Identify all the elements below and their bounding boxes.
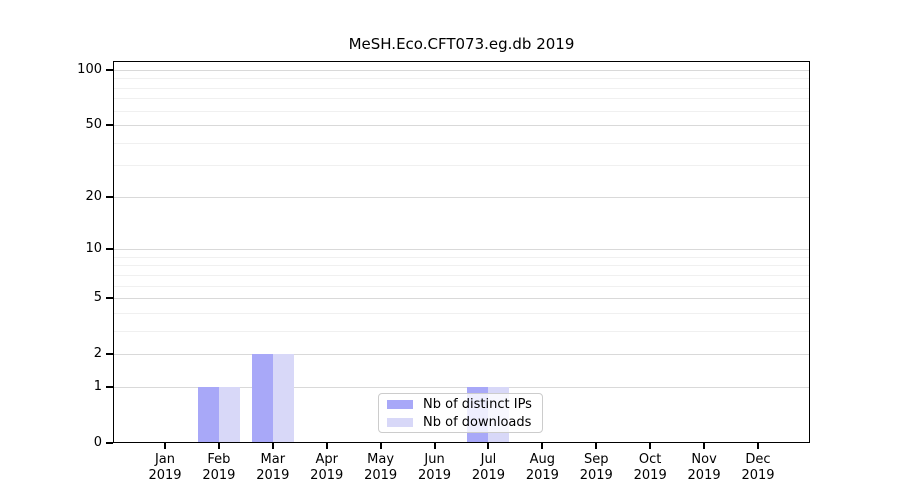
chart-title: MeSH.Eco.CFT073.eg.db 2019 xyxy=(348,35,575,53)
x-tick-month-may: May xyxy=(367,452,395,467)
y-tick-mark-5 xyxy=(106,297,113,300)
x-tick-month-apr: Apr xyxy=(315,452,338,467)
x-tick-month-jan: Jan xyxy=(154,452,176,467)
x-tick-month-jul: Jul xyxy=(480,452,497,467)
y-gridline-minor-6 xyxy=(113,285,810,287)
x-tick-year-sep: 2019 xyxy=(579,468,613,483)
y-tick-label-2: 2 xyxy=(93,346,102,362)
legend-label-distinct-ips: Nb of distinct IPs xyxy=(423,396,532,412)
x-tick-month-aug: Aug xyxy=(529,452,556,467)
bar-feb-nb-of-distinct-ips xyxy=(197,386,219,443)
y-gridline-10 xyxy=(113,249,810,251)
y-tick-mark-2 xyxy=(106,353,113,356)
x-tick-mark-may xyxy=(379,443,382,449)
x-tick-mark-nov xyxy=(703,443,706,449)
x-tick-label-dec: Dec 2019 xyxy=(726,452,790,484)
x-tick-month-jun: Jun xyxy=(424,452,445,467)
x-tick-label-jul: Jul 2019 xyxy=(456,452,520,484)
x-tick-year-jul: 2019 xyxy=(471,468,505,483)
x-tick-label-aug: Aug 2019 xyxy=(510,452,574,484)
y-tick-mark-10 xyxy=(106,248,113,251)
x-tick-mark-jul xyxy=(487,443,490,449)
y-gridline-1 xyxy=(113,386,810,388)
x-tick-month-nov: Nov xyxy=(691,452,717,467)
y-gridline-minor-70 xyxy=(113,98,810,100)
y-gridline-50 xyxy=(113,125,810,127)
x-tick-year-mar: 2019 xyxy=(256,468,290,483)
legend-swatch-downloads xyxy=(387,417,413,427)
x-tick-month-oct: Oct xyxy=(638,452,662,467)
y-gridline-minor-40 xyxy=(113,142,810,144)
y-tick-label-10: 10 xyxy=(85,241,102,257)
y-gridline-minor-80 xyxy=(113,87,810,89)
y-gridline-5 xyxy=(113,298,810,300)
y-tick-mark-100 xyxy=(106,69,113,71)
x-tick-mark-jan xyxy=(164,443,166,449)
x-tick-year-oct: 2019 xyxy=(633,468,667,483)
x-tick-year-nov: 2019 xyxy=(687,468,721,483)
x-tick-year-aug: 2019 xyxy=(525,468,559,483)
x-tick-label-sep: Sep 2019 xyxy=(564,452,628,484)
y-gridline-minor-9 xyxy=(113,256,810,258)
x-tick-mark-aug xyxy=(541,443,544,449)
x-tick-label-mar: Mar 2019 xyxy=(241,452,305,484)
y-gridline-minor-3 xyxy=(113,330,810,332)
x-tick-label-jun: Jun 2019 xyxy=(403,452,467,484)
y-gridline-minor-60 xyxy=(113,110,810,112)
plot-area xyxy=(113,61,810,443)
y-tick-label-50: 50 xyxy=(85,117,102,133)
x-tick-year-jan: 2019 xyxy=(148,468,182,483)
y-gridline-minor-4 xyxy=(113,312,810,314)
x-tick-year-apr: 2019 xyxy=(310,468,344,483)
y-gridline-minor-90 xyxy=(113,78,810,80)
x-tick-year-may: 2019 xyxy=(364,468,398,483)
x-tick-year-jun: 2019 xyxy=(417,468,452,483)
x-tick-month-dec: Dec xyxy=(745,452,771,467)
x-tick-mark-dec xyxy=(757,443,759,449)
y-gridline-2 xyxy=(113,354,810,356)
x-tick-label-feb: Feb 2019 xyxy=(187,452,251,484)
y-tick-mark-0 xyxy=(106,442,113,444)
y-gridline-minor-30 xyxy=(113,165,810,167)
y-tick-mark-50 xyxy=(106,124,113,127)
y-tick-label-100: 100 xyxy=(77,62,102,77)
x-tick-mark-sep xyxy=(595,443,598,449)
x-tick-label-oct: Oct 2019 xyxy=(618,452,682,484)
x-tick-year-feb: 2019 xyxy=(202,468,236,483)
x-tick-mark-apr xyxy=(325,443,328,449)
x-tick-month-feb: Feb xyxy=(207,452,231,467)
y-gridline-100 xyxy=(113,70,810,71)
x-tick-label-nov: Nov 2019 xyxy=(672,452,736,484)
bar-mar-nb-of-distinct-ips xyxy=(251,354,273,443)
bar-mar-nb-of-downloads xyxy=(272,354,294,443)
bar-feb-nb-of-downloads xyxy=(218,386,240,443)
x-tick-mark-mar xyxy=(271,443,274,449)
y-gridline-minor-8 xyxy=(113,265,810,267)
x-tick-label-apr: Apr 2019 xyxy=(295,452,359,484)
y-tick-label-5: 5 xyxy=(93,290,102,306)
y-tick-label-20: 20 xyxy=(85,188,102,204)
y-gridline-20 xyxy=(113,196,810,198)
legend: Nb of distinct IPs Nb of downloads xyxy=(378,393,543,433)
y-tick-mark-1 xyxy=(106,385,113,388)
x-tick-year-dec: 2019 xyxy=(741,468,775,483)
legend-swatch-distinct-ips xyxy=(387,399,413,409)
y-gridline-minor-7 xyxy=(113,274,810,276)
x-tick-mark-oct xyxy=(649,443,652,449)
x-tick-label-jan: Jan 2019 xyxy=(133,452,197,484)
legend-item-distinct-ips: Nb of distinct IPs xyxy=(387,397,534,412)
x-tick-label-may: May 2019 xyxy=(349,452,413,484)
y-tick-label-0: 0 xyxy=(93,435,102,450)
legend-label-downloads: Nb of downloads xyxy=(423,414,532,430)
y-tick-mark-20 xyxy=(106,195,113,198)
x-tick-mark-feb xyxy=(217,443,220,449)
x-tick-month-sep: Sep xyxy=(584,452,609,467)
y-tick-label-1: 1 xyxy=(93,378,102,394)
x-tick-month-mar: Mar xyxy=(260,452,286,467)
legend-item-downloads: Nb of downloads xyxy=(387,415,534,430)
x-tick-mark-jun xyxy=(433,443,436,449)
